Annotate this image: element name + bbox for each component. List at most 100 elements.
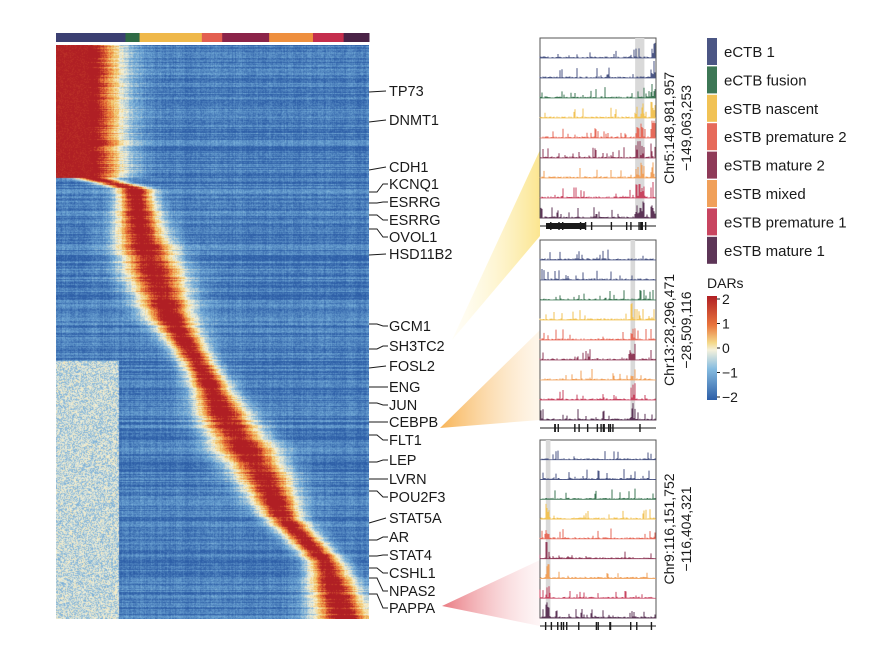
- gene-connector: [369, 567, 388, 574]
- gene-connector: [369, 201, 388, 204]
- column-group-estb-nascent: [139, 33, 203, 42]
- gene-label-sh3tc2: SH3TC2: [389, 339, 445, 355]
- legend-swatch-ectb-1: [707, 38, 717, 65]
- legend-swatch-estb-mixed: [707, 180, 717, 207]
- colorbar-tick: −2: [722, 389, 738, 405]
- track-coord-start: Chr9:116,151,752: [661, 473, 677, 584]
- track-panel-2: [539, 239, 657, 421]
- column-group-bar: [56, 33, 370, 42]
- legend-label-estb-mature-2: eSTB mature 2: [724, 158, 825, 175]
- gene-label-cshl1: CSHL1: [389, 566, 436, 582]
- track-coord-end: −116,404,321: [678, 486, 694, 571]
- track-coord-end: −28,509,116: [678, 291, 694, 368]
- gene-label-cebpb: CEBPB: [389, 415, 438, 431]
- gene-connector: [369, 323, 388, 327]
- column-group-estb-mature-1: [343, 33, 370, 42]
- gene-connector: [369, 183, 388, 193]
- gene-connector: [368, 90, 387, 93]
- gene-connector: [368, 166, 387, 171]
- gene-label-fosl2: FOSL2: [389, 359, 435, 375]
- gene-connector: [369, 554, 388, 557]
- track-coord-start: Chr13:28,296,471: [661, 274, 677, 386]
- colorbar-title: DARs: [707, 275, 744, 291]
- gene-label-pou2f3: POU2F3: [389, 490, 445, 506]
- gene-labels: TP73DNMT1CDH1KCNQ1ESRRGESRRGOVOL1HSD11B2…: [368, 84, 452, 617]
- gene-connector: [369, 490, 388, 498]
- gene-label-hsd11b2: HSD11B2: [389, 247, 452, 263]
- gene-label-stat5a: STAT5A: [389, 511, 442, 527]
- gene-label-stat4: STAT4: [389, 548, 432, 564]
- legend-label-ectb-fusion: eCTB fusion: [724, 72, 807, 89]
- gene-connector: [369, 459, 388, 463]
- track-highlight: [635, 38, 645, 218]
- column-group-estb-mixed: [269, 33, 314, 42]
- gene-connector: [368, 119, 387, 123]
- gene-label-ovol1: OVOL1: [389, 230, 437, 246]
- legend-swatch-estb-mature-1: [707, 236, 717, 264]
- cluster-legend: eCTB 1 eCTB fusion eSTB nascent eSTB premat…: [707, 38, 847, 264]
- gene-model: [540, 424, 656, 432]
- track-panel-3: [539, 439, 657, 619]
- gene-label-tp73: TP73: [389, 84, 424, 100]
- track-coord-end: −149,063,253: [678, 85, 694, 171]
- legend-label-ectb-1: eCTB 1: [724, 44, 775, 61]
- legend-label-estb-premature-1: eSTB premature 1: [724, 214, 847, 231]
- gene-connector: [368, 365, 387, 369]
- gene-label-gcm1: GCM1: [389, 319, 431, 335]
- heatmap-canvas: [56, 45, 369, 619]
- gene-label-dnmt1: DNMT1: [389, 113, 439, 129]
- gene-model: [540, 222, 656, 230]
- gene-label-lvrn: LVRN: [389, 472, 427, 488]
- gene-label-lep: LEP: [389, 453, 416, 469]
- gene-connector: [369, 434, 388, 441]
- gene-label-cdh1: CDH1: [389, 160, 428, 176]
- genome-tracks: Chr5:148,981,957 −149,063,253 Chr13:28,296…: [539, 37, 694, 630]
- colorbar-tick: 0: [722, 340, 730, 356]
- gene-label-eng: ENG: [389, 380, 420, 396]
- gene-label-esrrg: ESRRG: [389, 195, 441, 211]
- legend-label-estb-mixed: eSTB mixed: [724, 186, 806, 203]
- column-group-ectb-1: [56, 33, 126, 42]
- legend-swatch-estb-mature-2: [707, 151, 717, 179]
- colorbar-tick: 2: [722, 291, 730, 307]
- track-panel-1: [539, 37, 657, 219]
- gene-connector: [369, 402, 388, 406]
- gene-label-flt1: FLT1: [389, 433, 422, 449]
- column-group-estb-mature-2: [222, 33, 270, 42]
- colorbar: DARs 2 1 0 −1 −2: [707, 275, 744, 405]
- gene-connector: [368, 517, 387, 524]
- gene-connector: [369, 536, 388, 541]
- gene-model: [540, 622, 656, 630]
- column-group-estb-premature-2: [201, 33, 223, 42]
- track-coord-start: Chr5:148,981,957: [661, 72, 677, 184]
- legend-swatch-ectb-fusion: [707, 66, 717, 94]
- track-highlight: [545, 440, 551, 618]
- zoom-fan-chr13: [440, 330, 540, 428]
- gene-connector: [368, 253, 387, 256]
- zoom-fan-chr9: [442, 560, 540, 626]
- gene-label-npas2: NPAS2: [389, 584, 435, 600]
- colorbar-tick: −1: [722, 365, 738, 381]
- gene-connector: [369, 577, 388, 592]
- legend-swatch-estb-premature-2: [707, 123, 717, 151]
- column-group-estb-premature-1: [312, 33, 345, 42]
- gene-label-esrrg: ESRRG: [389, 213, 441, 229]
- heatmap: [56, 45, 369, 619]
- legend-swatch-estb-premature-1: [707, 208, 717, 236]
- legend-label-estb-premature-2: eSTB premature 2: [724, 129, 847, 146]
- legend-label-estb-nascent: eSTB nascent: [724, 101, 819, 118]
- gene-label-pappa: PAPPA: [389, 601, 436, 617]
- gene-label-jun: JUN: [389, 398, 417, 414]
- zoom-fan-chr5: [452, 150, 540, 340]
- gene-connector: [369, 345, 388, 350]
- gene-connector: [369, 228, 388, 238]
- colorbar-gradient: [707, 296, 717, 400]
- gene-connector: [369, 214, 388, 221]
- column-group-ectb-fusion: [125, 33, 141, 42]
- gene-connector: [369, 593, 388, 609]
- gene-label-ar: AR: [389, 530, 409, 546]
- legend-label-estb-mature-1: eSTB mature 1: [724, 243, 825, 260]
- colorbar-tick: 1: [722, 316, 730, 332]
- gene-label-kcnq1: KCNQ1: [389, 177, 439, 193]
